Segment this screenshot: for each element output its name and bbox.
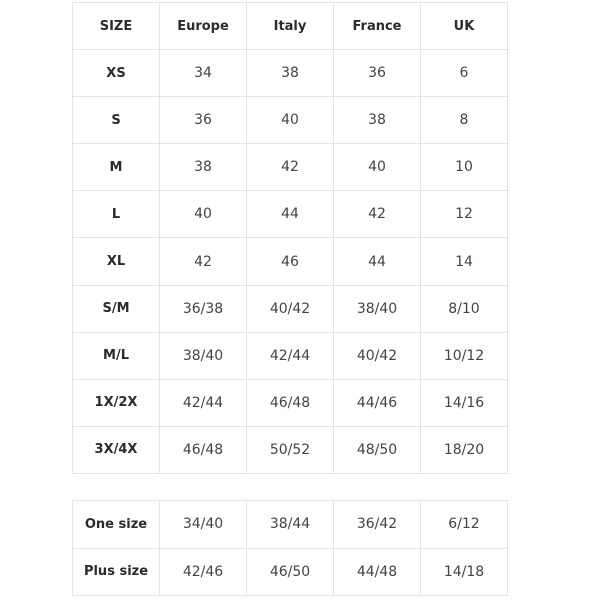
size-value-cell: UK (420, 1, 508, 51)
size-label-cell: 3X/4X (72, 425, 160, 474)
table-row: L 40 44 42 12 (72, 190, 508, 239)
size-value-cell: 44/46 (333, 378, 421, 427)
size-value-cell: 48/50 (333, 425, 421, 474)
size-value-cell: 38/40 (333, 284, 421, 333)
size-label-cell: SIZE (72, 1, 160, 51)
size-value-cell: 18/20 (420, 425, 508, 474)
table-row: M 38 42 40 10 (72, 143, 508, 192)
size-value-cell: 6 (420, 49, 508, 98)
size-value-cell: 42 (333, 190, 421, 239)
size-label-cell: Plus size (72, 547, 160, 596)
size-value-cell: France (333, 1, 421, 51)
size-value-cell: Italy (246, 1, 334, 51)
size-value-cell: 44 (246, 190, 334, 239)
size-label-cell: M/L (72, 331, 160, 380)
special-size-table: One size 34/40 38/44 36/42 6/12 Plus size 42/4… (72, 500, 508, 596)
size-value-cell: 10/12 (420, 331, 508, 380)
size-value-cell: 50/52 (246, 425, 334, 474)
size-label-cell: S (72, 96, 160, 145)
table-row: 3X/4X 46/48 50/52 48/50 18/20 (72, 425, 508, 474)
size-value-cell: 14/18 (420, 547, 508, 596)
size-value-cell: 8/10 (420, 284, 508, 333)
size-value-cell: 36/38 (159, 284, 247, 333)
size-value-cell: 42 (159, 237, 247, 286)
size-value-cell: 38/44 (246, 500, 334, 549)
table-row: S 36 40 38 8 (72, 96, 508, 145)
size-value-cell: 40 (159, 190, 247, 239)
size-chart-table: SIZE Europe Italy France UK XS 34 38 36 6 S 36 40 38 8… (72, 1, 508, 474)
size-value-cell: 14/16 (420, 378, 508, 427)
size-label-cell: XS (72, 49, 160, 98)
table-row: 1X/2X 42/44 46/48 44/46 14/16 (72, 378, 508, 427)
table-row: Plus size 42/46 46/50 44/48 14/18 (72, 547, 508, 596)
size-label-cell: One size (72, 500, 160, 549)
size-value-cell: 36 (159, 96, 247, 145)
table-row: M/L 38/40 42/44 40/42 10/12 (72, 331, 508, 380)
size-value-cell: 40/42 (333, 331, 421, 380)
size-value-cell: 12 (420, 190, 508, 239)
size-value-cell: 36/42 (333, 500, 421, 549)
size-value-cell: 42/46 (159, 547, 247, 596)
size-value-cell: 38 (246, 49, 334, 98)
size-value-cell: 42/44 (246, 331, 334, 380)
size-value-cell: 40/42 (246, 284, 334, 333)
size-value-cell: 40 (333, 143, 421, 192)
size-value-cell: 38/40 (159, 331, 247, 380)
size-value-cell: 42/44 (159, 378, 247, 427)
size-value-cell: 38 (159, 143, 247, 192)
size-value-cell: 46 (246, 237, 334, 286)
size-value-cell: 42 (246, 143, 334, 192)
table-row: S/M 36/38 40/42 38/40 8/10 (72, 284, 508, 333)
size-value-cell: 44/48 (333, 547, 421, 596)
table-row: One size 34/40 38/44 36/42 6/12 (72, 500, 508, 549)
size-value-cell: 10 (420, 143, 508, 192)
table-row: XL 42 46 44 14 (72, 237, 508, 286)
size-value-cell: 34 (159, 49, 247, 98)
size-value-cell: 46/48 (159, 425, 247, 474)
size-value-cell: 40 (246, 96, 334, 145)
size-label-cell: S/M (72, 284, 160, 333)
size-label-cell: 1X/2X (72, 378, 160, 427)
size-label-cell: XL (72, 237, 160, 286)
header-row: SIZE Europe Italy France UK (72, 1, 508, 51)
size-value-cell: 14 (420, 237, 508, 286)
size-value-cell: 46/48 (246, 378, 334, 427)
size-value-cell: 8 (420, 96, 508, 145)
size-value-cell: 46/50 (246, 547, 334, 596)
size-label-cell: L (72, 190, 160, 239)
size-value-cell: 6/12 (420, 500, 508, 549)
table-row: XS 34 38 36 6 (72, 49, 508, 98)
size-value-cell: 44 (333, 237, 421, 286)
size-label-cell: M (72, 143, 160, 192)
size-value-cell: Europe (159, 1, 247, 51)
size-value-cell: 38 (333, 96, 421, 145)
size-value-cell: 34/40 (159, 500, 247, 549)
size-value-cell: 36 (333, 49, 421, 98)
